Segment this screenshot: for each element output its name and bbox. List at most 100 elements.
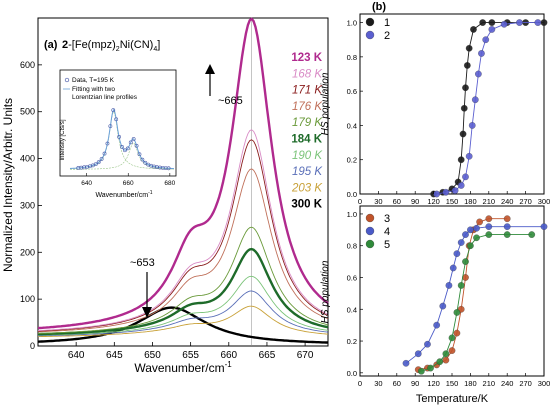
- spectrum-line-190k: [37, 275, 329, 336]
- inset-x-tick-label: 660: [123, 180, 134, 187]
- series-5-point: [436, 358, 444, 366]
- legend-entry-195k: 195 K: [292, 166, 323, 178]
- inset-legend-fit: Fitting with two: [72, 86, 115, 93]
- series-2-point: [442, 188, 450, 196]
- y-tick-label: 200: [20, 247, 35, 257]
- series-1-line: [433, 22, 544, 195]
- y-tick-label: 100: [20, 294, 35, 304]
- legend-entry-203k: 203 K: [291, 182, 323, 194]
- series-4-point: [402, 359, 410, 367]
- series-1-point: [465, 44, 473, 52]
- legend-marker-2: [365, 30, 375, 40]
- y-tick-label: 0.6: [347, 273, 357, 282]
- inset-data-point: [96, 160, 101, 165]
- y-tick-label: 0.4: [347, 121, 357, 130]
- series-5-point: [462, 258, 469, 265]
- spectrum-line-300k: [37, 306, 328, 344]
- series-5-point: [427, 364, 434, 372]
- series-2-point: [462, 173, 469, 181]
- x-tick-label: 120: [427, 197, 440, 206]
- y-tick-label: 1.0: [347, 19, 357, 28]
- panel-a-y-ticks: 0 100 200 300 400 500 600: [20, 60, 42, 351]
- y-tick-label: 600: [20, 60, 35, 70]
- series-1-point: [459, 130, 467, 138]
- inset-data-point: [102, 151, 107, 156]
- x-tick-label: 270: [519, 379, 532, 388]
- x-tick-label: 0: [358, 379, 362, 388]
- inset-data-point: [134, 143, 139, 148]
- inset-fit-line: [69, 108, 175, 170]
- inset-data-point: [125, 146, 130, 151]
- x-tick-label: 150: [446, 379, 459, 388]
- x-tick-label: 645: [106, 350, 123, 361]
- series-5-point: [485, 231, 493, 238]
- x-tick-label: 650: [144, 350, 161, 361]
- series-4-point: [540, 223, 548, 231]
- inset-data-point: [114, 117, 119, 122]
- inset-x-label: Wavenumber/cm-1: [95, 190, 152, 199]
- series-4-point: [503, 223, 511, 231]
- series-5-point: [473, 234, 480, 242]
- inset-data-point: [105, 141, 110, 146]
- panel-b-label: (b): [372, 1, 386, 13]
- series-2-point: [478, 50, 485, 57]
- y-tick-label: 0.4: [347, 305, 357, 314]
- series-2-point: [482, 36, 490, 44]
- series-1-point: [540, 19, 548, 26]
- series-3-point: [448, 347, 456, 354]
- x-tick-label: 670: [297, 350, 314, 361]
- series-1-point: [479, 19, 487, 26]
- inset-legend-data-marker: [64, 77, 70, 83]
- panel-b-bottom: 0 30 60 90 120 150 180 210 240 270 300 0.00.20.40.…: [320, 205, 550, 405]
- series-4-point: [449, 264, 457, 272]
- x-tick-label: 660: [220, 350, 237, 361]
- series-2-point: [451, 187, 459, 194]
- series-3-point: [503, 215, 511, 223]
- x-tick-label: 30: [374, 197, 382, 206]
- series-5-point: [417, 367, 425, 375]
- x-tick-label: 655: [182, 350, 199, 361]
- inset-data-point: [137, 152, 142, 157]
- series-3-point: [442, 356, 450, 364]
- x-tick-label: 210: [483, 379, 496, 388]
- series-4-point: [457, 239, 465, 246]
- x-tick-label: 30: [374, 379, 382, 388]
- series-4-point: [462, 231, 469, 238]
- y-tick-label: 0.0: [347, 190, 357, 199]
- series-2-point: [516, 19, 523, 26]
- series-4-point: [453, 250, 461, 258]
- panel-b-top-series: [430, 19, 548, 198]
- spectrum-line-168k: [37, 129, 329, 332]
- y-tick-label: 0.6: [347, 87, 357, 96]
- x-tick-label: 180: [464, 379, 477, 388]
- panel-b-top: (b) 0 30 60 90 120 150 180 210 240 270 300 0.00.20…: [320, 1, 550, 206]
- x-tick-label: 0: [358, 197, 362, 206]
- series-1-point: [463, 62, 471, 69]
- panel-b-top-x-ticks: 0 30 60 90 120 150 180 210 240 270 300: [358, 191, 550, 206]
- x-tick-label: 210: [483, 197, 496, 206]
- y-tick-label: 0.8: [347, 53, 357, 62]
- series-5-point: [453, 309, 461, 316]
- legend-entry-171k: 171 K: [292, 85, 323, 97]
- x-tick-label: 120: [427, 379, 440, 388]
- series-2-point: [534, 19, 542, 26]
- series-3-point: [453, 329, 461, 337]
- legend-label-1: 1: [384, 17, 390, 29]
- inset-data-point: [131, 137, 136, 141]
- x-tick-label: 90: [411, 197, 419, 206]
- inset-data-point: [166, 166, 171, 171]
- x-tick-label: 240: [501, 197, 514, 206]
- series-5-point: [503, 231, 511, 238]
- series-2-point: [475, 70, 482, 78]
- inset-data-point: [108, 124, 113, 129]
- y-tick-label: 1.0: [347, 210, 357, 219]
- series-1-point: [460, 104, 468, 112]
- annotation-665-arrow-head: [205, 64, 215, 74]
- legend-entry-168k: 168 K: [292, 68, 323, 80]
- series-5-line: [421, 234, 532, 372]
- legend-label-3: 3: [384, 213, 390, 225]
- spectrum-line-171k: [37, 139, 329, 332]
- legend-entry-123k: 123 K: [291, 52, 322, 64]
- x-tick-label: 665: [259, 350, 276, 361]
